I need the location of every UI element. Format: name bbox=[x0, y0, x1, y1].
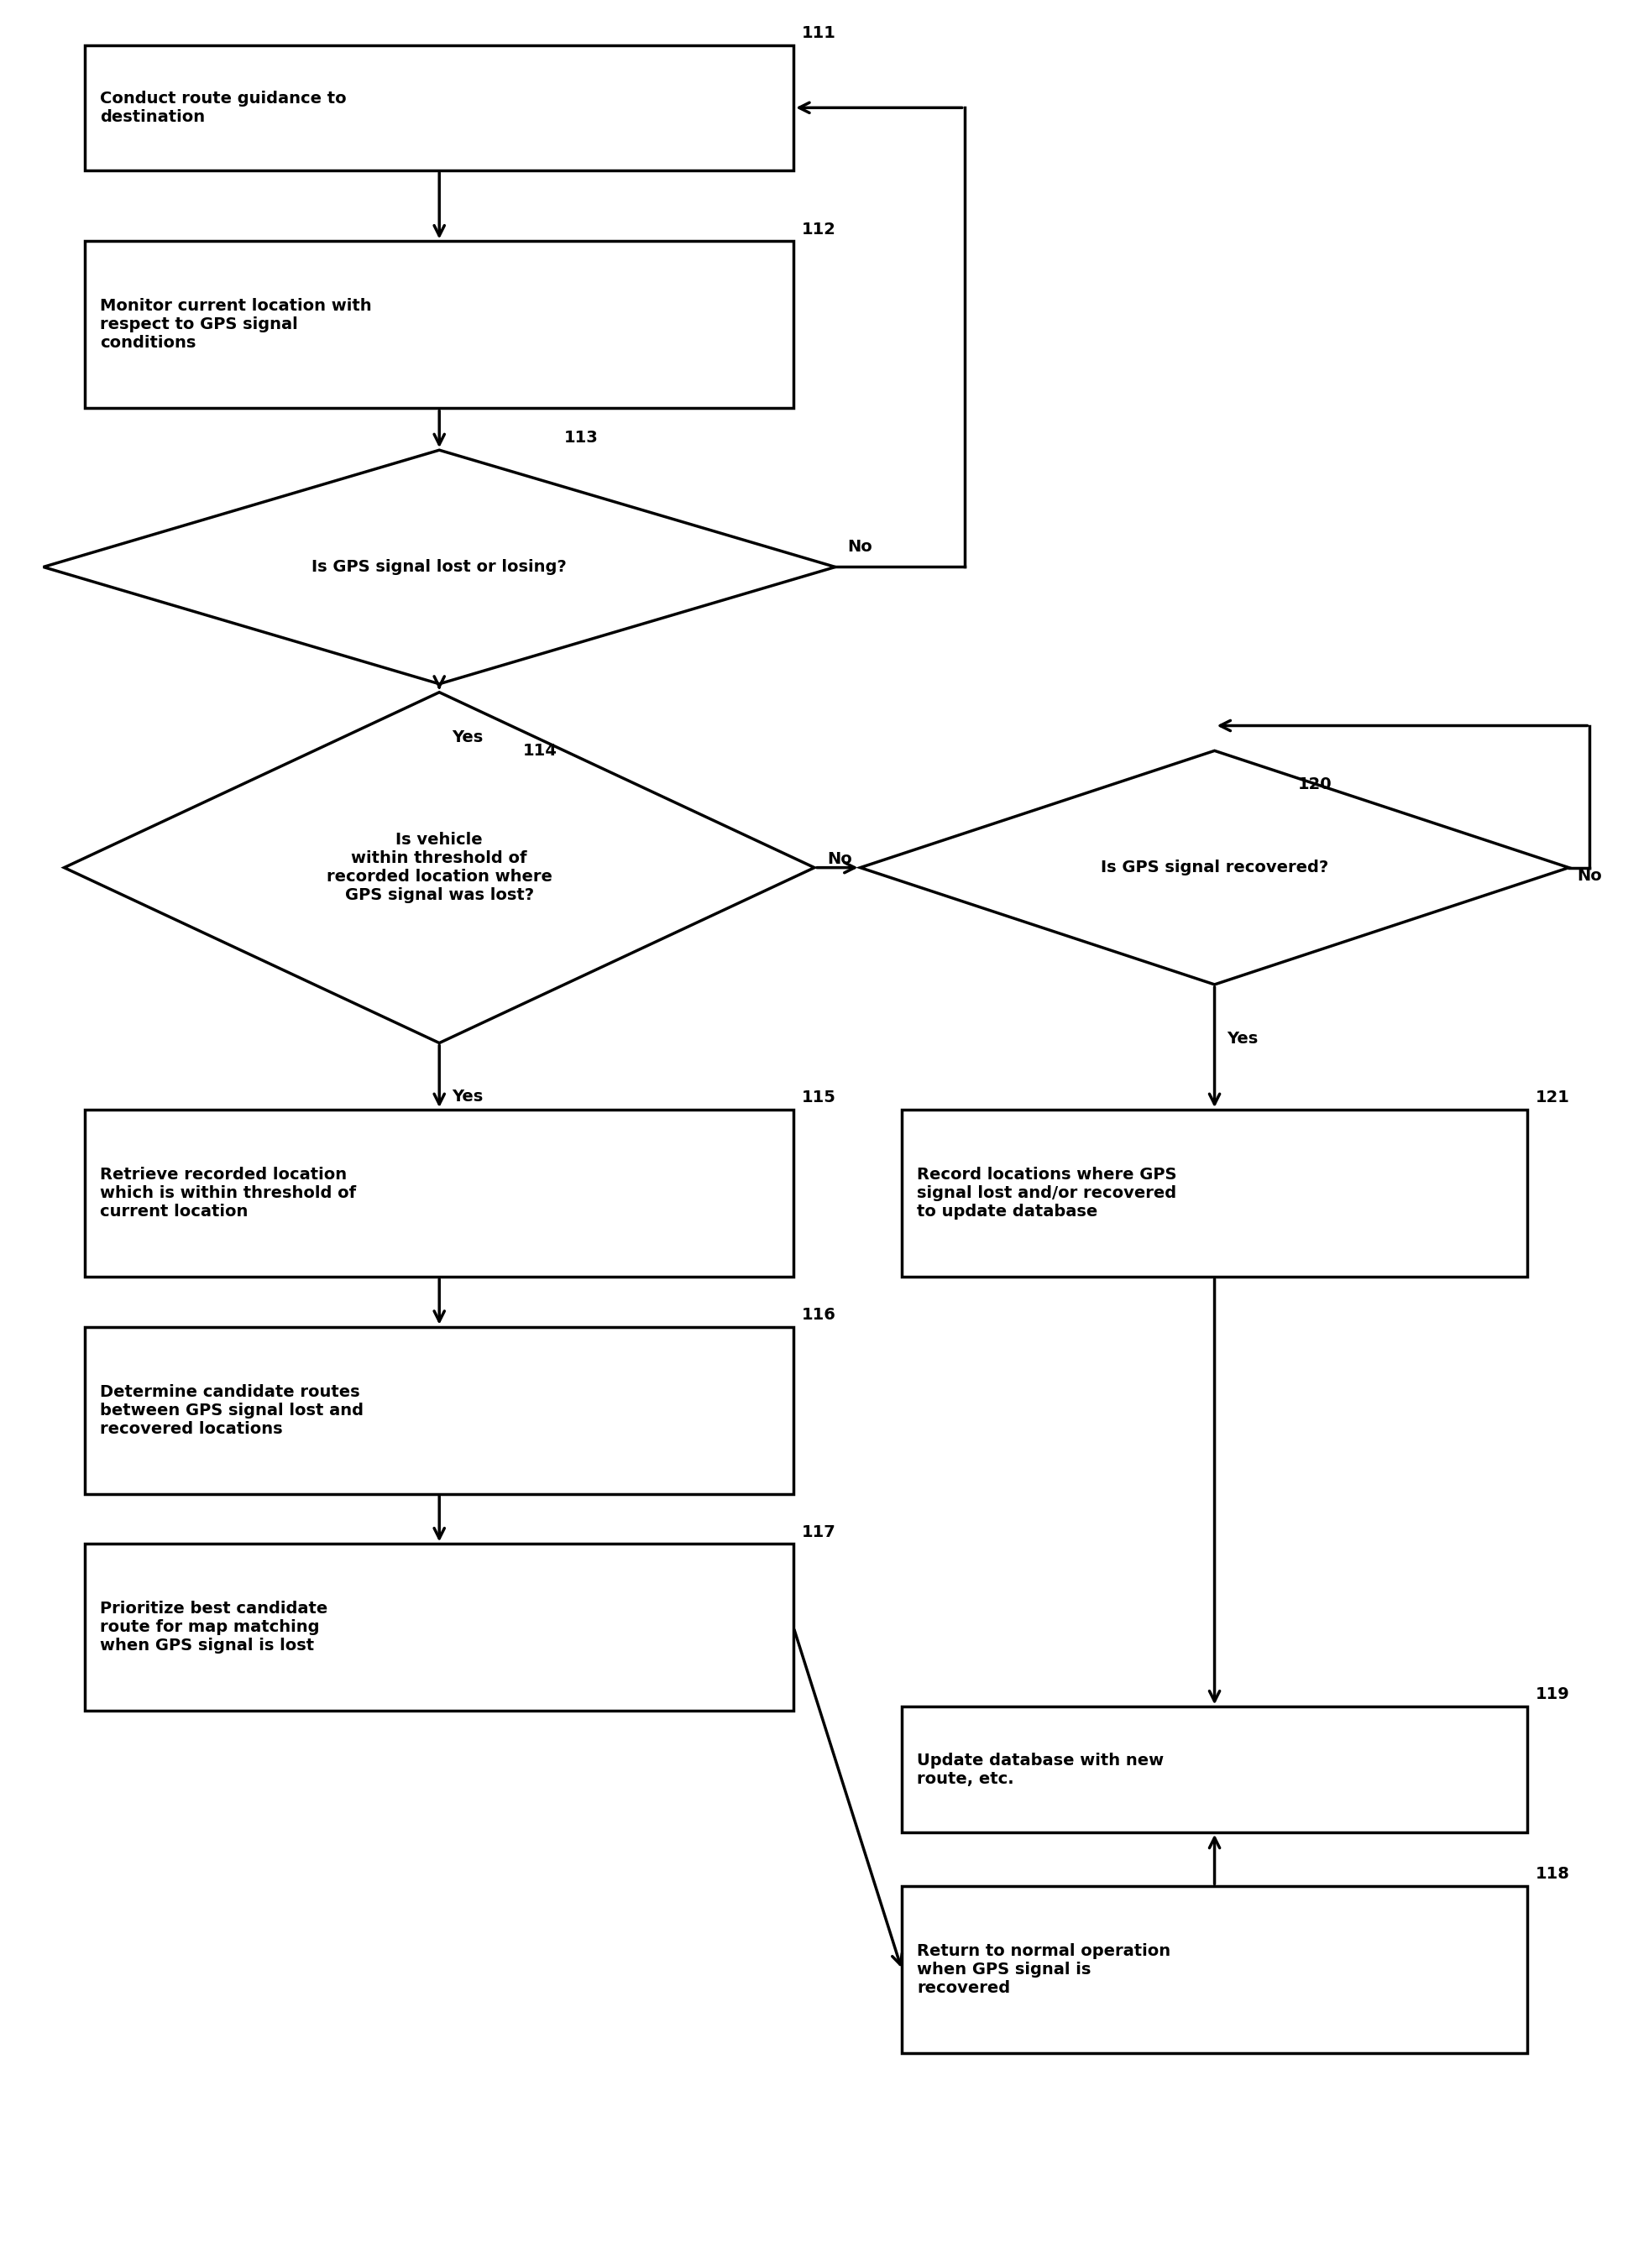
Bar bbox=[85, 1109, 793, 1277]
Text: Retrieve recorded location
which is within threshold of
current location: Retrieve recorded location which is with… bbox=[99, 1166, 357, 1220]
Text: Prioritize best candidate
route for map matching
when GPS signal is lost: Prioritize best candidate route for map … bbox=[99, 1601, 327, 1653]
Bar bbox=[85, 1327, 793, 1495]
Text: No: No bbox=[827, 850, 851, 866]
Text: Yes: Yes bbox=[453, 730, 484, 746]
Text: Monitor current location with
respect to GPS signal
conditions: Monitor current location with respect to… bbox=[99, 299, 371, 352]
Text: No: No bbox=[848, 538, 873, 553]
Bar bbox=[902, 1887, 1527, 2053]
Text: 112: 112 bbox=[803, 222, 837, 238]
Text: Is GPS signal recovered?: Is GPS signal recovered? bbox=[1101, 860, 1328, 875]
Text: Determine candidate routes
between GPS signal lost and
recovered locations: Determine candidate routes between GPS s… bbox=[99, 1383, 363, 1438]
Text: Update database with new
route, etc.: Update database with new route, etc. bbox=[917, 1753, 1164, 1787]
Text: 118: 118 bbox=[1535, 1867, 1569, 1882]
Text: Record locations where GPS
signal lost and/or recovered
to update database: Record locations where GPS signal lost a… bbox=[917, 1166, 1177, 1220]
Text: Conduct route guidance to
destination: Conduct route guidance to destination bbox=[99, 91, 347, 125]
Text: 121: 121 bbox=[1535, 1089, 1569, 1105]
Text: 115: 115 bbox=[803, 1089, 837, 1105]
Text: 113: 113 bbox=[565, 431, 599, 447]
Text: Return to normal operation
when GPS signal is
recovered: Return to normal operation when GPS sign… bbox=[917, 1944, 1171, 1996]
Text: Yes: Yes bbox=[1228, 1030, 1258, 1046]
Bar bbox=[902, 1109, 1527, 1277]
Bar bbox=[85, 1545, 793, 1710]
Text: 117: 117 bbox=[803, 1524, 837, 1540]
Text: Is vehicle
within threshold of
recorded location where
GPS signal was lost?: Is vehicle within threshold of recorded … bbox=[327, 832, 552, 903]
Text: 119: 119 bbox=[1535, 1687, 1569, 1703]
Text: 116: 116 bbox=[803, 1306, 837, 1322]
Polygon shape bbox=[860, 751, 1569, 984]
Bar bbox=[85, 45, 793, 170]
Polygon shape bbox=[44, 449, 835, 685]
Text: Yes: Yes bbox=[453, 1089, 484, 1105]
Text: Is GPS signal lost or losing?: Is GPS signal lost or losing? bbox=[313, 558, 567, 576]
Text: 114: 114 bbox=[523, 744, 557, 760]
Text: 111: 111 bbox=[803, 25, 837, 41]
Text: 120: 120 bbox=[1298, 776, 1332, 792]
Bar bbox=[902, 1708, 1527, 1833]
Bar bbox=[85, 240, 793, 408]
Text: No: No bbox=[1578, 869, 1602, 885]
Polygon shape bbox=[63, 692, 814, 1043]
